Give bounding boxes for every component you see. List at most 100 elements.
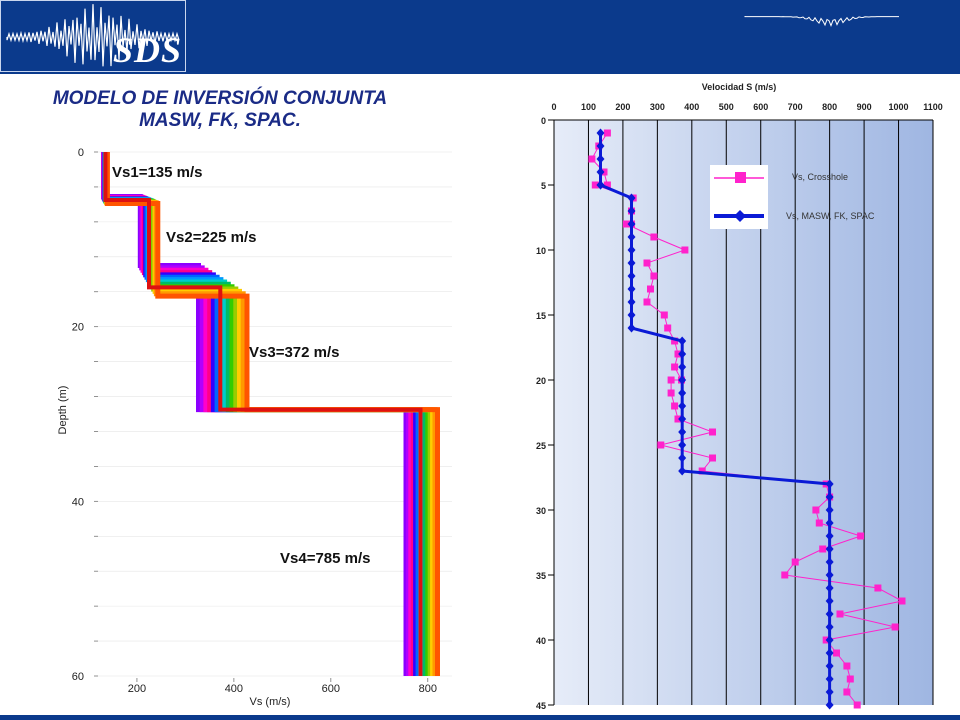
- y-tick-label: 35: [536, 571, 546, 581]
- x-tick-label: 800: [419, 683, 437, 695]
- crosshole-point: [588, 155, 596, 163]
- masw-point: [596, 180, 605, 190]
- masw-point: [678, 466, 687, 476]
- legend-label-crosshole: Vs, Crosshole: [792, 172, 848, 182]
- masw-point: [825, 518, 834, 528]
- masw-point: [825, 661, 834, 671]
- masw-point: [678, 414, 687, 424]
- x-tick-label: 200: [615, 102, 630, 112]
- crosshole-point: [819, 545, 827, 553]
- x-tick-label: 100: [581, 102, 596, 112]
- page-title-line1: MODELO DE INVERSIÓN CONJUNTA: [52, 88, 388, 109]
- x-tick-label: 400: [684, 102, 699, 112]
- wave-left-path: [6, 4, 180, 67]
- masw-point: [825, 492, 834, 502]
- crosshole-point: [667, 376, 675, 384]
- crosshole-point: [812, 506, 820, 514]
- crosshole-point: [603, 129, 611, 137]
- crosshole-point: [591, 181, 599, 189]
- y-tick-label: 40: [72, 496, 84, 508]
- header-wave-icon: [744, 16, 899, 27]
- y-tick-label: 0: [78, 147, 84, 159]
- legend-crosshole-marker: [735, 172, 746, 183]
- masw-point: [825, 557, 834, 567]
- x-tick-label: 0: [551, 102, 556, 112]
- crosshole-point: [660, 311, 668, 319]
- masw-point: [678, 388, 687, 398]
- masw-point: [596, 167, 605, 177]
- x-tick-label: 800: [822, 102, 837, 112]
- masw-point: [627, 323, 636, 333]
- masw-point: [678, 440, 687, 450]
- crosshole-point: [664, 324, 672, 332]
- best-model-line: [103, 152, 423, 676]
- crosshole-point: [643, 259, 651, 267]
- velocity-profile-chart: 0 100 200 300 400 500 600 700 800 900 1000 1100 0 5 10…: [536, 82, 943, 711]
- masw-point: [678, 375, 687, 385]
- crosshole-point: [815, 519, 823, 527]
- crosshole-point: [674, 350, 682, 358]
- y-tick-label: 0: [541, 116, 546, 126]
- masw-point: [825, 609, 834, 619]
- masw-point: [825, 622, 834, 632]
- y-tick-label: 15: [536, 311, 546, 321]
- masw-point: [596, 128, 605, 138]
- masw-point: [678, 349, 687, 359]
- page-title: MODELO DE INVERSIÓN CONJUNTA MASW, FK, S…: [20, 88, 420, 132]
- y-tick-label: 60: [72, 671, 84, 683]
- x-tick-label: 600: [753, 102, 768, 112]
- y-axis-label: Depth (m): [57, 386, 69, 435]
- x-tick-label: 400: [225, 683, 243, 695]
- x-tick-label: 700: [788, 102, 803, 112]
- crosshole-point: [709, 428, 716, 436]
- masw-point: [596, 141, 605, 151]
- crosshole-point: [843, 688, 851, 696]
- inversion-chart: 0 20 40 60 200 400 600 800 Vs (m/s) Depth (m) V…: [57, 147, 452, 708]
- masw-point: [627, 284, 636, 294]
- crosshole-point: [857, 532, 865, 540]
- masw-point: [825, 687, 834, 697]
- masw-point: [627, 310, 636, 320]
- y-tick-label: 25: [536, 441, 546, 451]
- x-tick-label: 900: [857, 102, 872, 112]
- masw-point: [825, 531, 834, 541]
- masw-point: [678, 427, 687, 437]
- x-tick-label: 1100: [923, 102, 943, 112]
- crosshole-point: [846, 675, 854, 683]
- crosshole-point: [671, 402, 679, 410]
- y-tick-label: 20: [536, 376, 546, 386]
- layer-velocity-label: Vs2=225 m/s: [166, 229, 257, 246]
- masw-point: [825, 583, 834, 593]
- y-tick-label: 45: [536, 701, 546, 711]
- masw-point: [825, 570, 834, 580]
- masw-point: [825, 505, 834, 515]
- crosshole-point: [698, 467, 706, 475]
- x-tick-label: 300: [650, 102, 665, 112]
- crosshole-point: [643, 298, 651, 306]
- crosshole-point: [781, 571, 789, 579]
- crosshole-point: [674, 415, 682, 423]
- page-title-line2: MASW, FK, SPAC.: [139, 110, 301, 131]
- logo: SDS: [0, 0, 186, 72]
- crosshole-point: [622, 220, 630, 228]
- crosshole-point: [836, 610, 844, 618]
- crosshole-point: [681, 246, 689, 254]
- crosshole-point: [650, 233, 658, 241]
- y-tick-label: 5: [541, 181, 546, 191]
- masw-point: [627, 232, 636, 242]
- crosshole-point: [891, 623, 899, 631]
- y-tick-label: 40: [536, 636, 546, 646]
- masw-point: [627, 258, 636, 268]
- legend-masw-marker: [734, 210, 746, 222]
- masw-point: [627, 219, 636, 229]
- masw-point: [825, 596, 834, 606]
- crosshole-point: [833, 649, 840, 657]
- masw-point: [627, 245, 636, 255]
- crosshole-point: [603, 181, 611, 189]
- y-tick-label: 20: [72, 322, 84, 334]
- masw-point: [825, 674, 834, 684]
- x-tick-label: 1000: [889, 102, 909, 112]
- crosshole-point: [709, 454, 716, 462]
- header-bar: SDS: [0, 0, 960, 74]
- crosshole-point: [853, 701, 861, 709]
